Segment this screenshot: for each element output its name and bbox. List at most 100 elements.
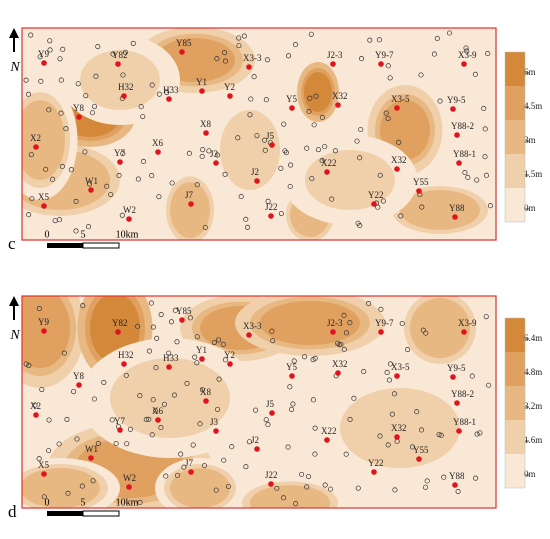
well-marker xyxy=(315,147,321,153)
key-well xyxy=(213,428,219,434)
well-label: J5 xyxy=(266,399,275,409)
well-marker xyxy=(292,42,299,48)
legend-swatch xyxy=(505,188,525,222)
well-marker xyxy=(386,377,392,383)
well-marker xyxy=(253,407,259,413)
well-marker xyxy=(58,77,64,83)
well-marker xyxy=(172,307,178,313)
key-well xyxy=(394,105,400,111)
well-marker xyxy=(262,147,268,153)
well-label: Y9-5 xyxy=(447,95,466,105)
well-marker xyxy=(290,401,296,407)
well-marker xyxy=(149,173,155,179)
well-marker xyxy=(361,369,367,375)
map-frame xyxy=(21,295,497,509)
well-marker xyxy=(229,444,235,450)
well-marker xyxy=(225,483,232,489)
well-marker xyxy=(140,158,147,165)
well-label: Y7 xyxy=(114,416,125,426)
well-marker xyxy=(148,300,154,306)
well-marker xyxy=(41,494,47,500)
scale-label: 5 xyxy=(81,497,86,508)
well-marker xyxy=(222,357,228,363)
well-marker xyxy=(293,501,299,507)
well-marker xyxy=(85,224,92,230)
well-marker xyxy=(309,175,315,182)
well-marker xyxy=(140,113,146,120)
well-label: X6 xyxy=(152,138,163,148)
well-label: X2 xyxy=(30,401,41,411)
legend-label: 4.5m xyxy=(524,101,542,111)
legend-swatch xyxy=(505,86,525,120)
contour-fill xyxy=(410,298,470,358)
well-marker xyxy=(26,212,32,218)
key-well xyxy=(41,60,47,66)
well-marker xyxy=(73,198,79,204)
well-label: W2 xyxy=(123,473,136,483)
well-label: Y9 xyxy=(38,317,49,327)
well-label: W1 xyxy=(85,176,98,186)
well-marker xyxy=(91,103,98,109)
well-label: Y88 xyxy=(449,203,465,213)
well-label: Y55 xyxy=(413,445,429,455)
well-marker xyxy=(366,301,372,307)
well-label: X3-5 xyxy=(391,94,410,104)
well-marker xyxy=(119,212,125,218)
panel-label: c xyxy=(8,234,16,253)
well-marker xyxy=(190,442,196,448)
well-marker xyxy=(287,183,293,190)
well-marker xyxy=(222,58,228,64)
well-marker xyxy=(377,433,383,439)
panel-label: d xyxy=(8,502,17,521)
well-marker xyxy=(201,463,208,469)
key-well xyxy=(76,382,82,388)
well-label: Y88-2 xyxy=(451,389,474,399)
well-marker xyxy=(150,324,156,330)
well-marker xyxy=(135,323,141,329)
scale-bar xyxy=(47,511,83,516)
well-marker xyxy=(89,110,95,116)
well-marker xyxy=(122,49,128,55)
well-marker xyxy=(29,196,35,202)
well-marker xyxy=(202,224,208,230)
well-marker xyxy=(265,198,271,204)
well-label: X3-9 xyxy=(458,50,477,60)
legend-swatch xyxy=(505,386,525,420)
key-well xyxy=(330,61,336,67)
map-frame xyxy=(21,27,497,241)
well-marker xyxy=(186,150,192,156)
scale-bar xyxy=(82,510,120,517)
contour-fill xyxy=(220,110,280,190)
scale-bar xyxy=(47,243,83,248)
well-label: Y7 xyxy=(114,148,125,158)
well-label: X2 xyxy=(30,133,41,143)
well-label: Y88-1 xyxy=(453,149,476,159)
key-well xyxy=(88,455,94,461)
key-well xyxy=(188,469,194,475)
well-marker xyxy=(285,444,291,450)
well-marker xyxy=(143,416,149,422)
well-marker xyxy=(116,172,122,179)
well-marker xyxy=(123,372,129,378)
well-marker xyxy=(120,150,126,157)
well-marker xyxy=(304,484,310,490)
key-well xyxy=(126,484,132,490)
scale-label: 0 xyxy=(45,497,50,508)
well-marker xyxy=(306,108,312,115)
contour-fill xyxy=(22,100,65,180)
key-well xyxy=(213,160,219,166)
key-well xyxy=(121,93,127,99)
well-marker xyxy=(312,355,318,361)
well-marker xyxy=(270,338,276,344)
well-marker xyxy=(153,408,159,414)
key-well xyxy=(378,61,384,67)
well-marker xyxy=(389,411,395,417)
well-marker xyxy=(110,51,116,57)
well-marker xyxy=(341,346,347,352)
well-marker xyxy=(263,97,269,103)
well-label: X32 xyxy=(332,359,348,369)
well-label: X8 xyxy=(200,387,211,397)
well-marker xyxy=(387,75,393,81)
contours xyxy=(22,296,490,508)
